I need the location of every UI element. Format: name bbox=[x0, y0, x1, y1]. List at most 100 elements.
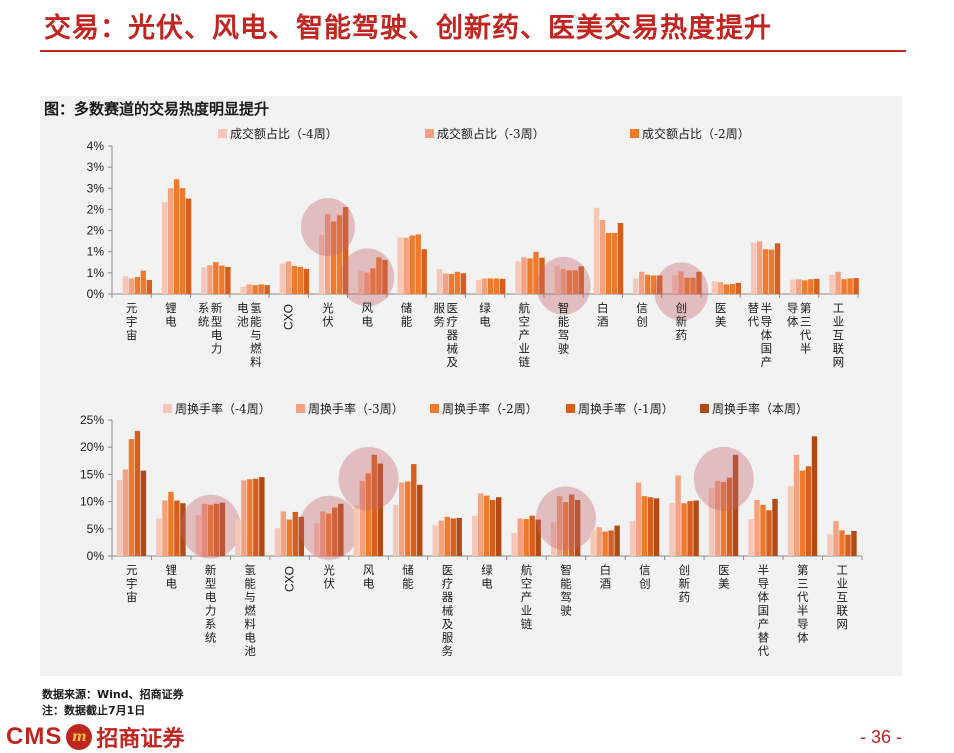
x-tick-label-char: 与 bbox=[244, 590, 256, 604]
y-tick-label: 1% bbox=[87, 266, 105, 280]
bar bbox=[201, 503, 208, 556]
bar bbox=[635, 482, 642, 556]
y-tick-label: 0% bbox=[87, 287, 105, 301]
x-tick-label-char: 创 bbox=[636, 315, 648, 329]
bar bbox=[336, 215, 343, 294]
x-tick-label-char: 美 bbox=[718, 577, 730, 591]
bar bbox=[657, 275, 663, 294]
bar bbox=[517, 518, 523, 556]
bar bbox=[438, 520, 444, 556]
x-tick-label: 信创 bbox=[636, 301, 648, 329]
x-tick-label: 工业互联网 bbox=[833, 301, 845, 369]
x-tick-label-char: 产 bbox=[758, 617, 770, 631]
x-tick-label-char: 宙 bbox=[126, 328, 138, 342]
bar bbox=[681, 503, 687, 556]
x-tick-label-char: 药 bbox=[679, 590, 691, 604]
x-tick-label-char: 白 bbox=[597, 301, 609, 315]
bar bbox=[324, 214, 331, 294]
x-tick-label-char: 三 bbox=[797, 577, 809, 591]
bar bbox=[409, 235, 415, 294]
bar bbox=[116, 479, 123, 556]
x-tick-label-char: 导 bbox=[758, 577, 770, 591]
bar bbox=[460, 273, 467, 294]
bar bbox=[690, 277, 696, 294]
x-tick-label-char: 器 bbox=[442, 590, 454, 604]
bar bbox=[678, 271, 684, 294]
bar bbox=[614, 525, 620, 556]
bar bbox=[572, 270, 578, 294]
x-tick-label: 航空产业链 bbox=[519, 301, 531, 369]
x-tick-label: 储能 bbox=[401, 301, 413, 329]
bar bbox=[376, 257, 382, 294]
bar bbox=[456, 517, 462, 556]
legend-swatch bbox=[566, 404, 575, 413]
bar bbox=[246, 284, 252, 294]
x-tick-label: 新型电力系统 bbox=[205, 563, 217, 645]
highlight-circle bbox=[536, 256, 591, 315]
x-tick-label-char: 医 bbox=[446, 301, 458, 315]
bar bbox=[122, 469, 129, 556]
bar bbox=[264, 285, 270, 294]
x-tick-label-char: 能 bbox=[401, 315, 413, 329]
x-tick-label-char: 互 bbox=[837, 590, 849, 604]
bar bbox=[448, 274, 455, 294]
bar bbox=[729, 284, 735, 294]
bar bbox=[772, 498, 778, 556]
bar bbox=[207, 265, 213, 294]
bar bbox=[490, 499, 496, 556]
bar bbox=[647, 497, 654, 556]
bar bbox=[602, 531, 608, 556]
x-tick-label-char: 航 bbox=[521, 563, 533, 577]
x-tick-label-char: 池 bbox=[237, 315, 249, 329]
bar bbox=[330, 221, 337, 294]
bar bbox=[596, 527, 602, 556]
x-tick-label-char: 统 bbox=[205, 631, 217, 645]
bar bbox=[568, 494, 575, 556]
bar bbox=[527, 258, 533, 294]
bar bbox=[672, 275, 678, 294]
bar bbox=[399, 482, 405, 556]
bar bbox=[515, 261, 521, 294]
bar bbox=[219, 502, 226, 556]
bar bbox=[774, 243, 781, 294]
bar bbox=[851, 530, 857, 556]
bar bbox=[839, 530, 845, 556]
x-tick-label-char: 空 bbox=[521, 577, 533, 591]
highlight-circle bbox=[338, 446, 399, 511]
x-tick-label-char: 国 bbox=[758, 604, 770, 618]
x-tick-label-char: 替 bbox=[758, 631, 770, 645]
page-number: - 36 - bbox=[859, 727, 902, 747]
x-tick-label-char: 燃 bbox=[244, 604, 256, 618]
x-tick-label-char: 与 bbox=[250, 328, 262, 342]
bar bbox=[359, 480, 365, 556]
bar bbox=[436, 269, 443, 294]
x-tick-label-char: 业 bbox=[521, 604, 533, 618]
bar bbox=[454, 271, 461, 294]
x-tick-label-char: 伏 bbox=[323, 577, 335, 591]
x-tick-label-char: 白 bbox=[600, 563, 612, 577]
bar bbox=[403, 237, 409, 294]
x-tick-label-char: 体 bbox=[787, 315, 799, 329]
bar bbox=[535, 519, 541, 556]
y-tick-label: 4% bbox=[87, 139, 105, 153]
bar bbox=[185, 198, 192, 294]
bar bbox=[762, 249, 769, 294]
bar bbox=[808, 279, 814, 294]
bar bbox=[207, 504, 214, 556]
x-tick-label: 绿电 bbox=[479, 301, 491, 329]
source-line: 数据来源：Wind、招商证券 bbox=[42, 688, 184, 701]
x-tick-label: 氢能与燃料电池 bbox=[244, 563, 256, 658]
bar bbox=[732, 454, 739, 556]
legend-label: 周换手率（本周） bbox=[712, 401, 808, 416]
bar bbox=[550, 522, 557, 556]
x-tick-label-char: 电 bbox=[165, 577, 177, 591]
bar bbox=[417, 484, 423, 556]
x-tick-label: 锂电 bbox=[165, 563, 177, 591]
x-tick-label-char: 产 bbox=[519, 328, 531, 342]
x-tick-label: 半导体国产 bbox=[761, 301, 773, 369]
bar bbox=[219, 265, 225, 294]
bar bbox=[174, 500, 180, 556]
x-tick-label-char: 系 bbox=[205, 617, 217, 631]
x-tick-label-char: 力 bbox=[205, 604, 217, 618]
